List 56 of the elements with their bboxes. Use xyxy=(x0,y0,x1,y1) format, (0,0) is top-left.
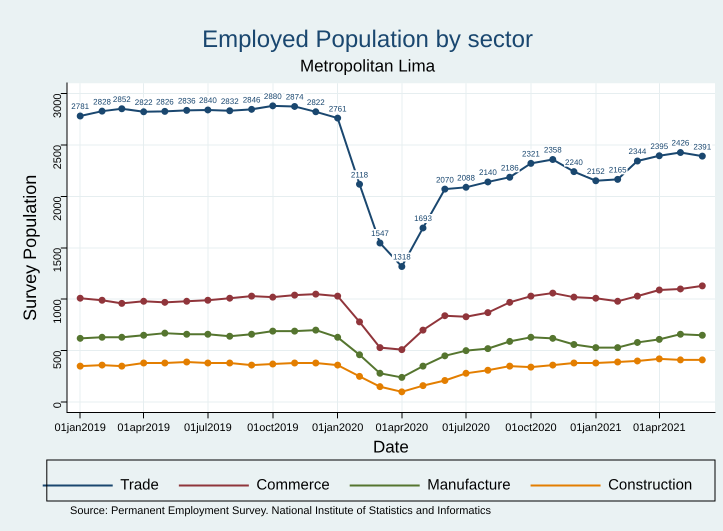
x-tick-label: 01oct2020 xyxy=(505,422,557,434)
data-label: 2840 xyxy=(198,96,218,106)
x-tick-label: 01jul2020 xyxy=(442,422,490,434)
data-label: 2321 xyxy=(522,150,540,159)
data-label: 1547 xyxy=(371,229,390,238)
data-label: 2186 xyxy=(500,163,520,172)
data-label: 2828 xyxy=(93,97,112,106)
data-label: 2426 xyxy=(672,138,690,148)
data-label: 1693 xyxy=(414,214,432,224)
data-label: 2358 xyxy=(544,146,562,155)
y-tick-label: 1000 xyxy=(52,299,64,324)
legend-label: Trade xyxy=(120,476,159,494)
data-label: 2140 xyxy=(478,168,498,178)
legend-label: Manufacture xyxy=(427,476,511,494)
legend-label: Construction xyxy=(608,476,692,494)
x-tick-label: 01apr2020 xyxy=(376,422,428,434)
x-tick-label: 01jan2020 xyxy=(312,422,364,434)
data-label: 2240 xyxy=(565,158,584,167)
y-tick-label: 500 xyxy=(52,350,64,370)
data-label: 2832 xyxy=(220,96,240,106)
chart-subtitle: Metropolitan Lima xyxy=(300,56,436,76)
y-tick-label: 2000 xyxy=(52,196,64,221)
data-label: 2781 xyxy=(71,102,90,112)
legend-label: Commerce xyxy=(256,476,330,494)
source-note: Source: Permanent Employment Survey. National Institute of Statistics and Informatics xyxy=(70,505,492,517)
x-tick-label: 01jan2019 xyxy=(54,422,106,434)
data-label: 2822 xyxy=(134,98,154,107)
data-label: 2874 xyxy=(286,92,304,102)
y-tick-label: 3000 xyxy=(52,93,64,118)
data-label: 2391 xyxy=(693,142,712,152)
x-axis-title: Date xyxy=(372,437,409,456)
y-tick-label: 1500 xyxy=(52,248,64,272)
y-tick-label: 0 xyxy=(52,402,64,408)
data-label: 2846 xyxy=(242,96,262,105)
x-tick-label: 01oct2019 xyxy=(247,422,298,434)
x-tick-label: 01apr2019 xyxy=(117,422,170,434)
data-label: 2165 xyxy=(608,166,628,175)
data-label: 2822 xyxy=(306,98,326,107)
data-label: 1318 xyxy=(392,252,412,262)
x-tick-label: 01jul2019 xyxy=(184,422,232,434)
x-tick-label: 01apr2021 xyxy=(632,422,686,434)
data-label: 2344 xyxy=(628,147,647,156)
data-label: 2395 xyxy=(650,142,669,151)
y-axis-title: Survey Population xyxy=(20,174,40,321)
x-tick-label: 01jan2021 xyxy=(570,422,622,434)
data-label: 2826 xyxy=(156,98,174,107)
data-label: 2088 xyxy=(457,174,476,183)
data-label: 2836 xyxy=(178,96,196,106)
y-tick-label: 2500 xyxy=(52,144,64,170)
data-label: 2152 xyxy=(586,166,606,176)
data-label: 2880 xyxy=(264,92,282,102)
data-label: 2118 xyxy=(350,170,369,180)
data-label: 2070 xyxy=(436,175,454,184)
data-label: 2761 xyxy=(328,104,348,114)
data-label: 2852 xyxy=(112,94,132,104)
chart-title: Employed Population by sector xyxy=(202,26,533,54)
